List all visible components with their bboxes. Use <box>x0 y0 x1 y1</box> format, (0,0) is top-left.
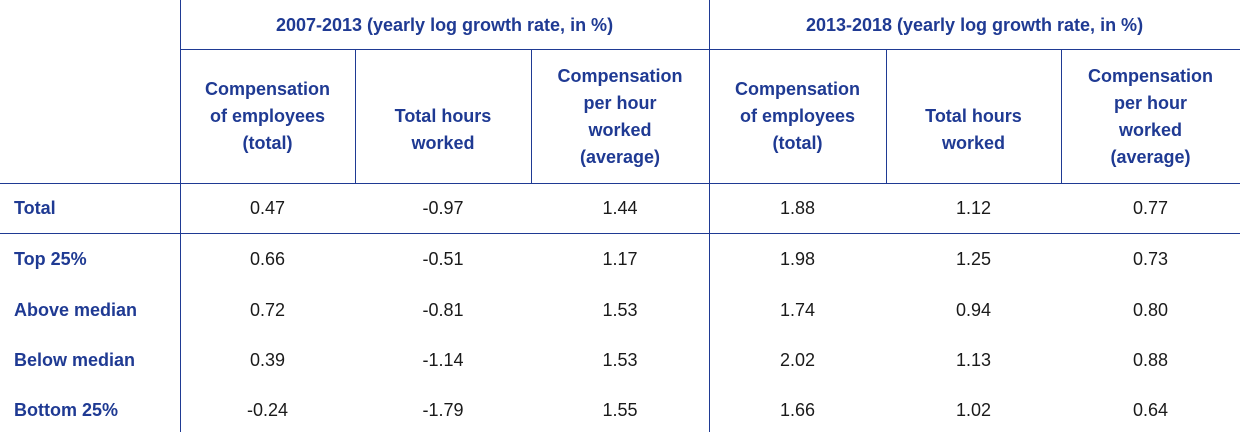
column-header-line: of employees <box>209 106 326 126</box>
value-cell: -1.79 <box>422 399 464 420</box>
column-header-line: (average) <box>1110 146 1191 167</box>
value-cell: 0.39 <box>249 349 286 370</box>
row-label: Bottom 25% <box>14 399 119 420</box>
column-header-line: per hour <box>1113 92 1187 113</box>
period-divider-rule <box>709 0 710 432</box>
column-header-line: worked <box>411 133 475 153</box>
value-cell: 0.64 <box>1132 399 1169 420</box>
value-cell: 2.02 <box>779 349 816 370</box>
value-cell: 1.17 <box>602 249 638 269</box>
value-cell: 1.53 <box>602 349 638 370</box>
column-divider-rule <box>886 50 887 183</box>
value-cell: -1.14 <box>422 349 464 370</box>
value-cell: -0.24 <box>246 399 289 420</box>
column-divider-rule <box>531 50 532 183</box>
column-divider-rule <box>355 50 356 183</box>
value-cell: 1.02 <box>955 399 992 420</box>
period-header-rule <box>180 49 1240 50</box>
column-divider-rule <box>1061 50 1062 183</box>
row-label: Above median <box>14 299 138 320</box>
period-header-label: 2013-2018 (yearly log growth rate, in %) <box>805 14 1144 35</box>
column-header-line: worked <box>588 119 652 140</box>
column-header-line: (total) <box>242 133 293 153</box>
value-cell: 0.88 <box>1132 349 1169 370</box>
value-cell: 1.74 <box>779 299 816 320</box>
column-header: Compensation per hour worked (average) <box>1061 50 1240 183</box>
value-cell: 0.73 <box>1132 249 1169 269</box>
row-label: Total <box>14 198 56 218</box>
value-cell: -0.97 <box>422 198 464 218</box>
value-cell: 1.44 <box>602 198 638 218</box>
period-header-2013-2018: 2013-2018 (yearly log growth rate, in %) <box>709 0 1240 50</box>
column-header: Compensation of employees (total) <box>180 50 355 183</box>
column-header-line: Total hours <box>925 106 1022 126</box>
period-header-2007-2013: 2007-2013 (yearly log growth rate, in %) <box>180 0 709 50</box>
header-bottom-rule <box>0 183 1240 184</box>
value-cell: 1.25 <box>955 249 992 269</box>
value-cell: 0.72 <box>249 299 286 320</box>
column-header: Compensation per hour worked (average) <box>531 50 709 183</box>
column-header-line: of employees <box>739 106 856 126</box>
value-cell: 1.55 <box>602 399 638 420</box>
value-cell: 1.12 <box>955 198 992 218</box>
value-cell: 1.13 <box>955 349 992 370</box>
left-vertical-rule <box>180 0 181 432</box>
value-cell: 1.88 <box>779 198 816 218</box>
column-header-line: worked <box>1118 119 1183 140</box>
column-header: Compensation of employees (total) <box>709 50 886 183</box>
value-cell: 0.66 <box>249 249 286 269</box>
value-cell: 1.53 <box>602 299 638 320</box>
column-header-line: Total hours <box>394 106 492 126</box>
column-header-line: (total) <box>772 133 823 153</box>
value-cell: -0.51 <box>422 249 464 269</box>
column-header: Total hours worked <box>355 50 531 183</box>
value-cell: 1.98 <box>779 249 816 269</box>
value-cell: 1.66 <box>779 399 816 420</box>
value-cell: 0.80 <box>1132 299 1169 320</box>
column-header-line: (average) <box>579 146 661 167</box>
column-header-line: Compensation <box>557 65 683 86</box>
total-row-rule <box>0 233 1240 234</box>
value-cell: 0.77 <box>1132 198 1169 218</box>
column-header-line: worked <box>941 133 1006 153</box>
column-header-line: per hour <box>583 92 657 113</box>
column-header-line: Compensation <box>204 79 330 99</box>
column-header: Total hours worked <box>886 50 1061 183</box>
value-cell: -0.81 <box>422 299 464 320</box>
period-header-label: 2007-2013 (yearly log growth rate, in %) <box>275 14 614 35</box>
column-header-line: Compensation <box>1087 65 1213 86</box>
row-label: Below median <box>14 349 136 370</box>
value-cell: 0.94 <box>955 299 992 320</box>
value-cell: 0.47 <box>249 198 286 218</box>
column-header-line: Compensation <box>734 79 860 99</box>
row-label: Top 25% <box>14 249 87 269</box>
